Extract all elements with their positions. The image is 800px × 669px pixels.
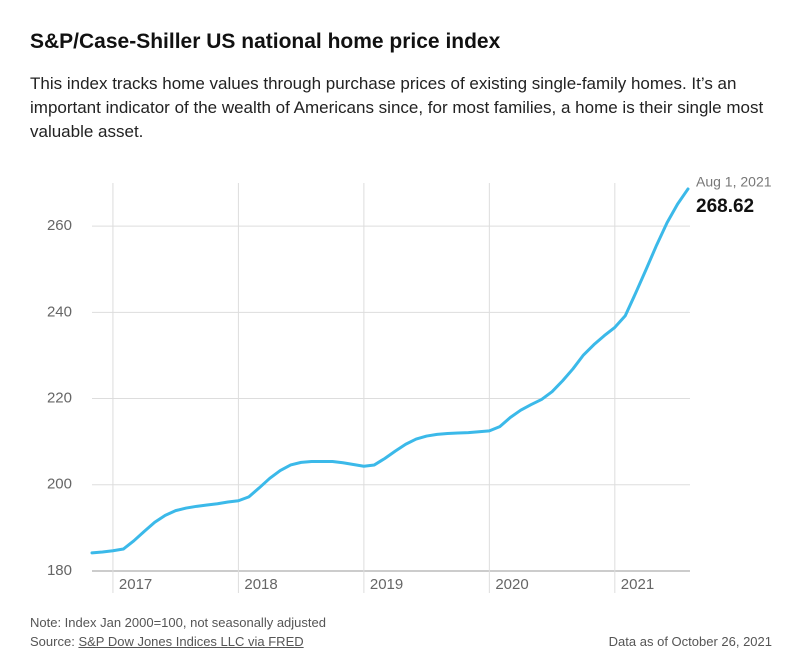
annotation-date: Aug 1, 2021 (696, 174, 772, 190)
x-tick-label: 2019 (370, 576, 403, 593)
y-tick-label: 200 (47, 476, 72, 493)
source: Source: S&P Dow Jones Indices LLC via FR… (30, 634, 304, 649)
source-link[interactable]: S&P Dow Jones Indices LLC via FRED (78, 634, 304, 649)
line (90, 187, 690, 555)
x-tick-label: 2020 (495, 576, 528, 593)
value-label: 268.62 (696, 196, 754, 217)
y-tick-label: 220 (47, 390, 72, 407)
y-tick-label: 260 (47, 217, 72, 234)
x-tick-label: 2021 (621, 576, 654, 593)
x-tick-label: 2018 (244, 576, 277, 593)
x-tick-label: 2017 (119, 576, 152, 593)
data-date: Data as of October 26, 2021 (608, 634, 772, 649)
y-tick-label: 240 (47, 303, 72, 320)
source-label: Source: (30, 634, 75, 649)
y-tick-label: 180 (47, 562, 72, 579)
chart-title: S&P/Case-Shiller US national home price … (30, 30, 501, 53)
chart-subtitle: This index tracks home values through pu… (30, 74, 764, 141)
note: Note: Index Jan 2000=100, not seasonally… (30, 615, 326, 630)
